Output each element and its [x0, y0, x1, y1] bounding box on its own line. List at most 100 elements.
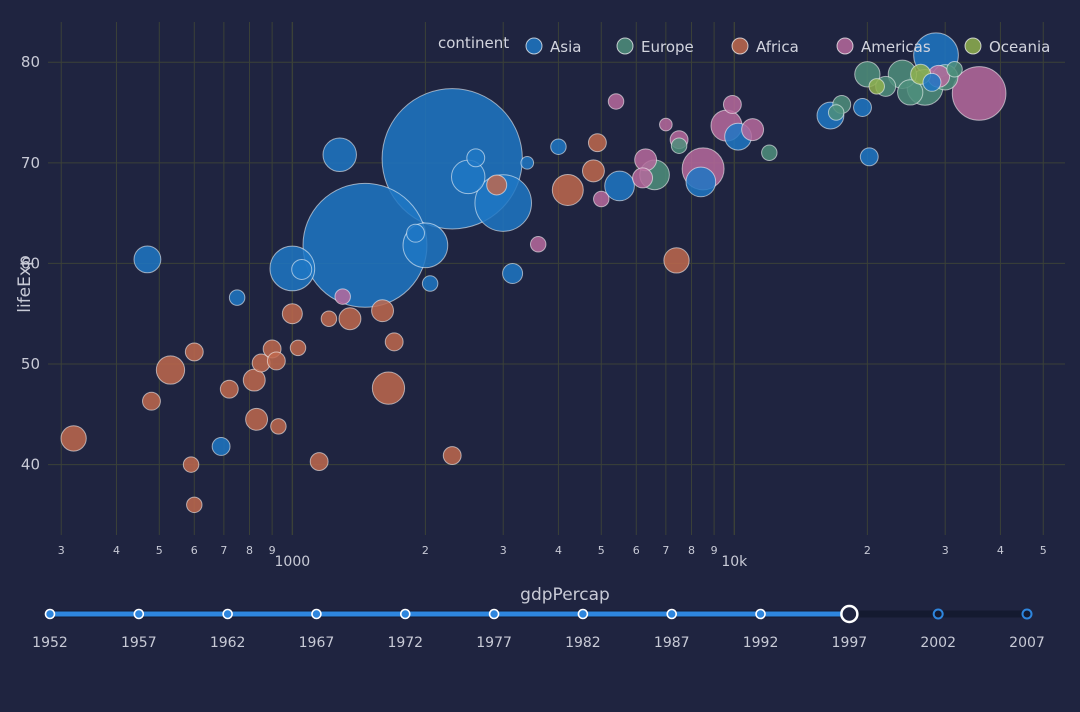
slider-year-label[interactable]: 1967 [299, 635, 335, 651]
bubble-americas[interactable] [741, 118, 765, 142]
bubble-asia[interactable] [322, 137, 357, 173]
slider-step[interactable] [133, 608, 145, 620]
bubble-americas[interactable] [632, 167, 654, 189]
bubble-americas[interactable] [722, 95, 742, 114]
bubble-europe[interactable] [670, 137, 688, 154]
slider-step[interactable] [488, 608, 500, 620]
x-minor-tick-label: 5 [156, 544, 163, 557]
legend-label-americas[interactable]: Americas [861, 38, 931, 56]
slider-year-label[interactable]: 1952 [32, 635, 68, 651]
legend-marker-asia[interactable] [525, 37, 543, 55]
slider-step[interactable] [222, 608, 233, 620]
slider-year-label[interactable]: 2007 [1009, 635, 1045, 651]
x-minor-tick-label: 5 [598, 544, 605, 557]
slider-year-label[interactable]: 1957 [121, 635, 157, 651]
bubble-asia[interactable] [550, 138, 567, 155]
bubble-africa[interactable] [289, 339, 307, 357]
bubble-americas[interactable] [334, 288, 351, 305]
bubble-europe[interactable] [827, 104, 845, 121]
legend-marker-americas[interactable] [836, 37, 854, 55]
slider-year-label[interactable]: 1972 [387, 635, 423, 651]
bubble-africa[interactable] [309, 452, 329, 472]
bubble-africa[interactable] [242, 368, 266, 392]
bubble-europe[interactable] [761, 144, 778, 162]
bubble-oceania[interactable] [868, 78, 885, 95]
bubble-asia[interactable] [604, 170, 635, 202]
legend-label-oceania[interactable]: Oceania [989, 38, 1050, 56]
bubble-africa[interactable] [266, 351, 286, 371]
slider-step[interactable] [44, 608, 56, 620]
slider-year-label[interactable]: 1962 [210, 635, 246, 651]
bubble-asia[interactable] [211, 437, 231, 456]
slider-step[interactable] [932, 608, 944, 620]
bubble-asia[interactable] [922, 72, 942, 92]
bubble-africa[interactable] [60, 425, 87, 452]
bubble-asia[interactable] [421, 275, 439, 292]
legend-marker-oceania[interactable] [964, 37, 982, 55]
bubble-africa[interactable] [270, 418, 287, 435]
bubble-africa[interactable] [184, 342, 204, 362]
bubble-americas[interactable] [659, 117, 673, 132]
x-minor-tick-label: 9 [711, 544, 718, 557]
bubble-americas[interactable] [593, 190, 610, 208]
bubble-africa[interactable] [442, 446, 462, 465]
grid-lines [48, 22, 1065, 535]
bubble-asia[interactable] [133, 245, 162, 274]
bubble-asia[interactable] [853, 98, 872, 117]
x-minor-tick-label: 9 [269, 544, 276, 557]
bubble-asia[interactable] [466, 148, 486, 168]
bubble-africa[interactable] [320, 310, 338, 327]
slider-year-label[interactable]: 1997 [832, 635, 868, 651]
bubble-africa[interactable] [182, 456, 200, 473]
x-minor-tick-label: 8 [688, 544, 695, 557]
bubble-asia[interactable] [520, 155, 535, 170]
slider-step[interactable] [577, 608, 589, 620]
slider-handle[interactable] [840, 604, 859, 624]
bubble-africa[interactable] [142, 391, 161, 411]
bubble-africa[interactable] [384, 332, 404, 352]
slider-year-label[interactable]: 1987 [654, 635, 690, 651]
bubble-asia[interactable] [685, 166, 717, 198]
slider-year-label[interactable]: 1992 [743, 635, 779, 651]
slider-step[interactable] [755, 608, 766, 620]
bubble-europe[interactable] [946, 61, 963, 78]
bubble-americas[interactable] [951, 66, 1007, 121]
bubble-asia[interactable] [502, 262, 524, 284]
slider-step[interactable] [311, 608, 322, 620]
bubble-africa[interactable] [371, 371, 406, 405]
bubble-asia[interactable] [228, 289, 246, 306]
y-tick-label: 80 [21, 53, 40, 71]
slider-year-label[interactable]: 1977 [476, 635, 512, 651]
bubble-americas[interactable] [634, 148, 658, 172]
bubble-africa[interactable] [281, 303, 303, 325]
legend-label-europe[interactable]: Europe [641, 38, 694, 56]
bubble-asia[interactable] [859, 147, 879, 167]
bubble-africa[interactable] [581, 159, 605, 183]
bubble-africa[interactable] [219, 379, 239, 399]
slider-year-label[interactable]: 1982 [565, 635, 601, 651]
bubble-africa[interactable] [245, 407, 269, 431]
bubble-africa[interactable] [551, 173, 584, 206]
bubble-asia[interactable] [406, 223, 425, 243]
bubble-africa[interactable] [663, 247, 690, 274]
bubble-asia[interactable] [291, 258, 313, 280]
legend-label-africa[interactable]: Africa [756, 38, 799, 56]
bubble-europe[interactable] [897, 79, 924, 106]
bubble-africa[interactable] [155, 355, 186, 385]
bubble-africa[interactable] [587, 133, 607, 153]
bubble-americas[interactable] [529, 236, 547, 253]
slider-step[interactable] [399, 608, 411, 620]
legend-label-asia[interactable]: Asia [550, 38, 581, 56]
legend-marker-europe[interactable] [616, 37, 634, 55]
bubble-africa[interactable] [371, 299, 395, 323]
bubble-africa[interactable] [338, 307, 362, 331]
slider-year-label[interactable]: 2002 [920, 635, 956, 651]
bubble-africa[interactable] [186, 496, 203, 514]
bubble-africa[interactable] [486, 174, 508, 196]
slider-step[interactable] [1021, 608, 1033, 620]
bubble-americas[interactable] [607, 93, 625, 110]
slider-step[interactable] [666, 608, 678, 620]
legend-marker-africa[interactable] [731, 37, 749, 55]
year-slider[interactable]: 1952 1957 1962 1967 1972 1977 1982 1987 1992 1997… [32, 604, 1045, 651]
